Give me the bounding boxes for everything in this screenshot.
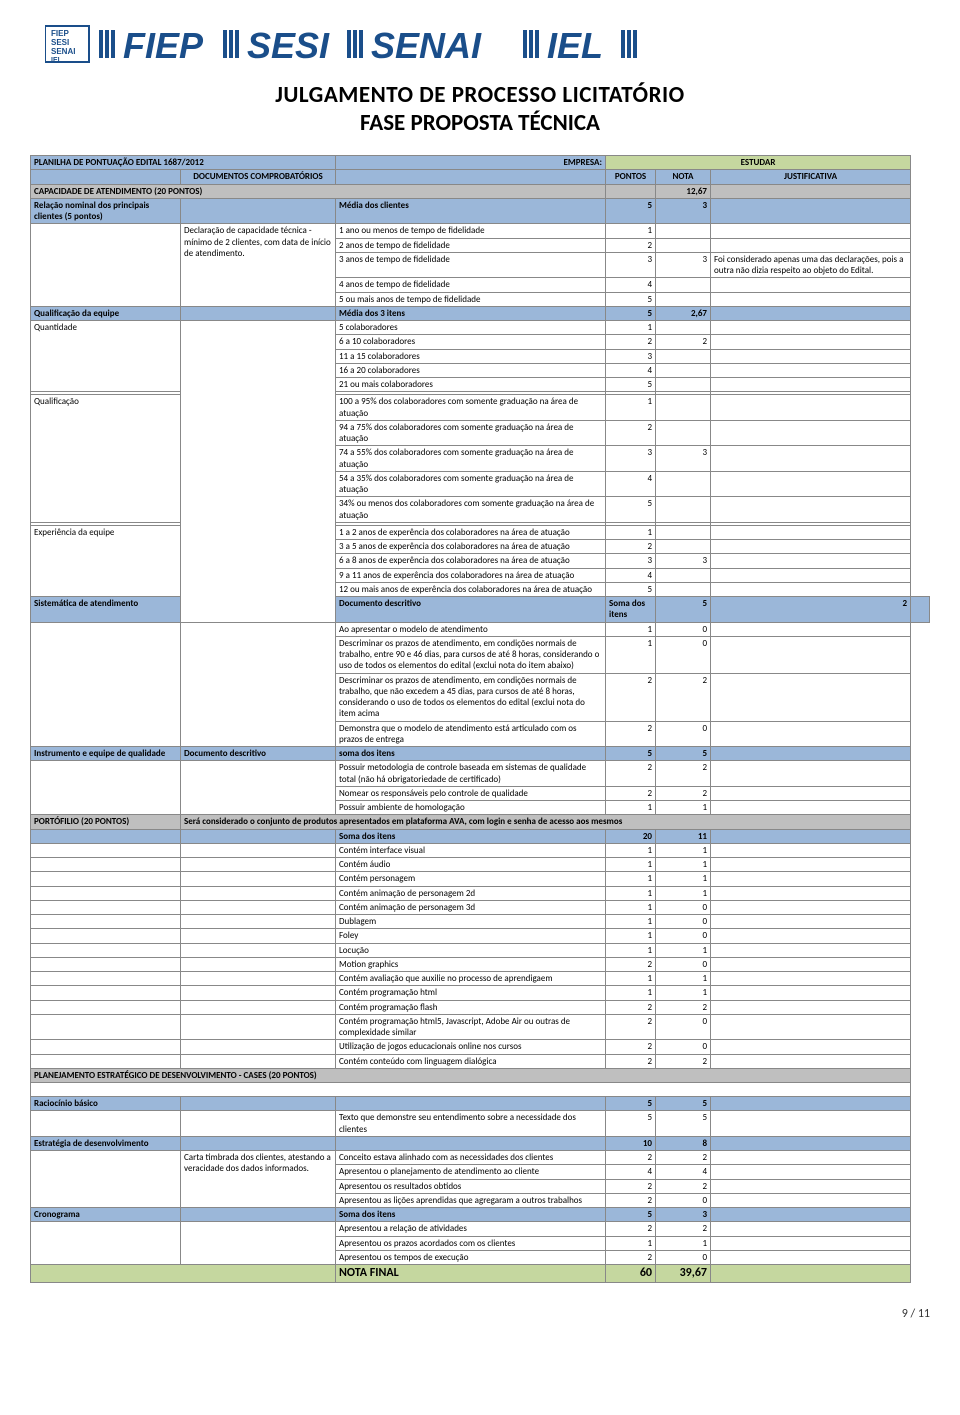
cronograma-label: Cronograma [31, 1208, 181, 1222]
col-pontos: PONTOS [606, 170, 656, 184]
pager: 9 / 11 [30, 1307, 930, 1321]
table-row: Contém áudio [336, 858, 606, 872]
cap-title: CAPACIDADE DE ATENDIMENTO (20 PONTOS) [31, 184, 606, 198]
sistematica-label: Sistemática de atendimento [31, 597, 181, 623]
raciocinio-label: Raciocínio básico [31, 1097, 181, 1111]
header-logos: FIEP SESI SENAI IEL FIEP SESI SENAI IEL [30, 20, 930, 73]
svg-text:FIEP: FIEP [51, 29, 69, 38]
table-row: Contém animação de personagem 2d [336, 886, 606, 900]
empresa-label: EMPRESA: [336, 156, 606, 170]
sheet-title: PLANILHA DE PONTUAÇÃO EDITAL 1687/2012 [31, 156, 336, 170]
logo-fiep: FIEP [123, 25, 204, 66]
table-row: Contém interface visual [336, 843, 606, 857]
empresa-value: ESTUDAR [606, 156, 911, 170]
logo-senai: SENAI [371, 25, 482, 66]
relacao-label: Relação nominal dos principais clientes … [31, 198, 181, 224]
table-row: Contém programação flash [336, 1000, 606, 1014]
estrategia-doc: Carta timbrada dos clientes, atestando a… [181, 1151, 336, 1208]
logo-iel: IEL [547, 25, 603, 66]
table-row: Contém avaliação que auxilie no processo… [336, 972, 606, 986]
title-block: JULGAMENTO DE PROCESSO LICITATÓRIO FASE … [30, 81, 930, 137]
score-table: PLANILHA DE PONTUAÇÃO EDITAL 1687/2012 E… [30, 155, 930, 1283]
final-label: NOTA FINAL [336, 1265, 606, 1283]
table-row: Contém personagem [336, 872, 606, 886]
svg-text:IEL: IEL [51, 57, 63, 64]
col-justificativa: JUSTIFICATIVA [711, 170, 911, 184]
table-row: Motion graphics [336, 957, 606, 971]
table-row: Locução [336, 943, 606, 957]
logo-sesi: SESI [247, 25, 330, 66]
table-row: Contém programação html [336, 986, 606, 1000]
instrumento-label: Instrumento e equipe de qualidade [31, 747, 181, 761]
col-doc: DOCUMENTOS COMPROBATÓRIOS [181, 170, 336, 184]
experiencia-label: Experiência da equipe [31, 525, 181, 596]
table-row: Utilização de jogos educacionais online … [336, 1040, 606, 1054]
svg-text:SESI: SESI [51, 38, 69, 47]
planejamento-title: PLANEJAMENTO ESTRATÉGICO DE DESENVOLVIME… [31, 1068, 911, 1082]
relacao-doc: Declaração de capacidade técnica - mínim… [181, 224, 336, 307]
table-row: Dublagem [336, 915, 606, 929]
quantidade-label: Quantidade [31, 321, 181, 392]
title-line2: FASE PROPOSTA TÉCNICA [30, 109, 930, 137]
title-line1: JULGAMENTO DE PROCESSO LICITATÓRIO [30, 81, 930, 109]
table-row: Contém animação de personagem 3d [336, 900, 606, 914]
portfolio-label: PORTÓFILIO (20 PONTOS) [31, 815, 181, 829]
qualif-equipe-label: Qualificação da equipe [31, 306, 181, 320]
cap-nota: 12,67 [656, 184, 711, 198]
table-row: Foley [336, 929, 606, 943]
table-row: Contém programação html5, Javascript, Ad… [336, 1014, 606, 1040]
svg-text:SENAI: SENAI [51, 47, 75, 56]
relacao-media-label: Média dos clientes [336, 198, 606, 224]
estrategia-label: Estratégia de desenvolvimento [31, 1136, 181, 1150]
qualificacao-label: Qualificação [31, 395, 181, 523]
table-row: Contém conteúdo com linguagem dialógica [336, 1054, 606, 1068]
col-nota: NOTA [656, 170, 711, 184]
